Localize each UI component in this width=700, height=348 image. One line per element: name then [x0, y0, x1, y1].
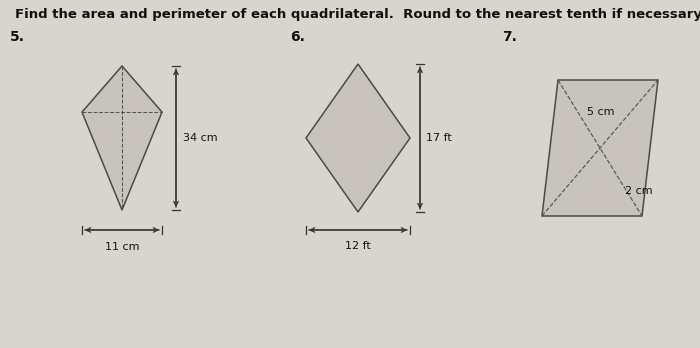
Text: Find the area and perimeter of each quadrilateral.  Round to the nearest tenth i: Find the area and perimeter of each quad…	[15, 8, 700, 21]
Polygon shape	[306, 64, 410, 212]
Text: 34 cm: 34 cm	[183, 133, 218, 143]
Text: 5 cm: 5 cm	[587, 107, 615, 117]
Text: 17 ft: 17 ft	[426, 133, 452, 143]
Text: 12 ft: 12 ft	[345, 241, 371, 251]
Polygon shape	[82, 66, 162, 210]
Text: 11 cm: 11 cm	[105, 242, 139, 252]
Text: 2 cm: 2 cm	[625, 186, 652, 196]
Text: 7.: 7.	[502, 30, 517, 44]
Text: 5.: 5.	[10, 30, 25, 44]
Polygon shape	[542, 80, 658, 216]
Text: 6.: 6.	[290, 30, 305, 44]
